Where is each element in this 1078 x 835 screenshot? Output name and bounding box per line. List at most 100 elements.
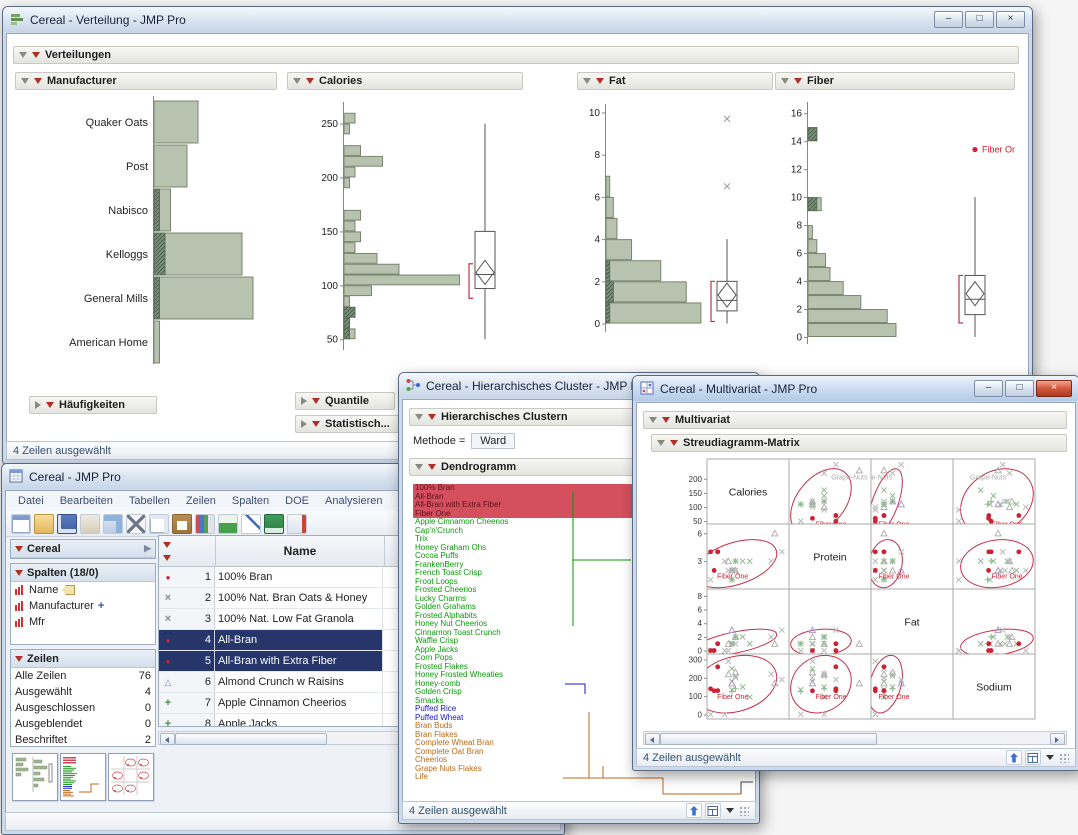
row-header[interactable]: ●5: [159, 651, 215, 671]
save-icon[interactable]: [57, 514, 77, 534]
scroll-to-top-icon[interactable]: [686, 803, 702, 818]
paste-icon[interactable]: [172, 514, 192, 534]
red-triangle-menu-icon[interactable]: [312, 421, 320, 427]
cell-name[interactable]: Almond Crunch w Raisins: [215, 672, 383, 692]
import-icon[interactable]: [264, 514, 284, 534]
column-header-name[interactable]: Name: [216, 536, 385, 566]
disclosure-open-icon[interactable]: [583, 78, 591, 84]
calories-histogram[interactable]: 50100150200250: [287, 92, 523, 392]
outline-manufacturer[interactable]: Manufacturer: [15, 72, 277, 90]
rows-stat[interactable]: Alle Zeilen76: [11, 668, 155, 684]
scatterplot-matrix-chart[interactable]: 50100150200CaloriesFiber OneGrape-NutsFi…: [665, 455, 1069, 725]
red-triangle-menu-icon[interactable]: [46, 402, 54, 408]
row-header[interactable]: +7: [159, 693, 215, 713]
cell-name[interactable]: All-Bran: [215, 630, 383, 650]
panel-splitter-icon[interactable]: ▶: [144, 543, 151, 554]
fiber-histogram[interactable]: 0246810121416Fiber One: [775, 92, 1015, 392]
graph-icon[interactable]: [241, 514, 261, 534]
run-icon[interactable]: [287, 514, 307, 534]
rows-stat[interactable]: Beschriftet2: [11, 732, 155, 748]
open-icon[interactable]: [34, 514, 54, 534]
disclosure-open-icon[interactable]: [657, 440, 665, 446]
disclosure-open-icon[interactable]: [19, 52, 27, 58]
disclosure-open-icon[interactable]: [415, 414, 423, 420]
row-header[interactable]: ×3: [159, 609, 215, 629]
cell-name[interactable]: 100% Bran: [215, 567, 383, 587]
scroll-to-top-icon[interactable]: [1006, 750, 1022, 765]
journal-icon[interactable]: [80, 514, 100, 534]
outline-statistics-collapsed[interactable]: Statistisch...: [295, 415, 411, 433]
row-header[interactable]: +8: [159, 714, 215, 727]
scroll-left-icon[interactable]: [645, 733, 660, 745]
minimize-button[interactable]: –: [974, 380, 1003, 397]
outline-fat[interactable]: Fat: [577, 72, 773, 90]
disclosure-open-icon[interactable]: [21, 78, 29, 84]
outline-fiber[interactable]: Fiber: [775, 72, 1015, 90]
red-triangle-menu-icon[interactable]: [670, 440, 678, 446]
red-triangle-menu-icon[interactable]: [428, 464, 436, 470]
cell-name[interactable]: All-Bran with Extra Fiber: [215, 651, 383, 671]
row-header[interactable]: △6: [159, 672, 215, 692]
rows-panel-header[interactable]: Zeilen: [11, 650, 155, 668]
outline-scatterplot-matrix[interactable]: Streudiagramm-Matrix: [651, 434, 1067, 452]
outline-calories[interactable]: Calories: [287, 72, 523, 90]
menu-bearbeiten[interactable]: Bearbeiten: [52, 492, 121, 511]
status-menu-caret-icon[interactable]: [1046, 755, 1054, 760]
disclosure-closed-icon[interactable]: [301, 397, 307, 405]
row-header[interactable]: ●1: [159, 567, 215, 587]
cell-name[interactable]: Apple Cinnamon Cheerios: [215, 693, 383, 713]
rows-stat[interactable]: Ausgeschlossen0: [11, 700, 155, 716]
table-name-header[interactable]: Cereal ▶: [11, 540, 155, 558]
outline-quantiles-collapsed[interactable]: Quantile: [295, 392, 395, 410]
menu-tabellen[interactable]: Tabellen: [121, 492, 178, 511]
red-triangle-menu-icon[interactable]: [596, 78, 604, 84]
column-item-manufacturer[interactable]: Manufacturer+: [11, 598, 155, 614]
cell-name[interactable]: Apple Jacks: [215, 714, 383, 727]
red-triangle-menu-icon[interactable]: [34, 78, 42, 84]
resize-grip[interactable]: [1059, 753, 1069, 763]
menu-datei[interactable]: Datei: [10, 492, 52, 511]
red-triangle-menu-icon[interactable]: [312, 398, 320, 404]
resize-grip[interactable]: [739, 806, 749, 816]
thumbnail-cluster-report[interactable]: [60, 753, 106, 801]
manufacturer-bar-chart[interactable]: Quaker OatsPostNabiscoKelloggsGeneral Mi…: [15, 92, 277, 392]
close-button[interactable]: ×: [996, 11, 1025, 28]
red-triangle-menu-icon[interactable]: [662, 417, 670, 423]
red-triangle-menu-icon[interactable]: [15, 570, 23, 576]
grid-corner-cell[interactable]: [159, 536, 216, 566]
rows-stat[interactable]: Ausgeblendet0: [11, 716, 155, 732]
menu-zeilen[interactable]: Zeilen: [178, 492, 224, 511]
row-header[interactable]: ●4: [159, 630, 215, 650]
red-triangle-menu-icon[interactable]: [428, 414, 436, 420]
disclosure-open-icon[interactable]: [293, 78, 301, 84]
thumbnail-multivariate-report[interactable]: [108, 753, 154, 801]
window-layout-icon[interactable]: [705, 803, 721, 818]
maximize-button[interactable]: □: [1005, 380, 1034, 397]
outline-verteilungen[interactable]: Verteilungen: [13, 46, 1019, 64]
disclosure-closed-icon[interactable]: [301, 420, 307, 428]
cell-name[interactable]: 100% Nat. Bran Oats & Honey: [215, 588, 383, 608]
menu-doe[interactable]: DOE: [277, 492, 317, 511]
status-menu-caret-icon[interactable]: [726, 808, 734, 813]
maximize-button[interactable]: □: [965, 11, 994, 28]
matrix-horizontal-scrollbar[interactable]: [643, 731, 1067, 745]
red-triangle-menu-icon[interactable]: [15, 656, 23, 662]
window-layout-icon[interactable]: [1025, 750, 1041, 765]
column-item-name[interactable]: Name: [11, 582, 155, 598]
red-triangle-menu-icon[interactable]: [306, 78, 314, 84]
outline-frequencies-collapsed[interactable]: Häufigkeiten: [29, 396, 157, 414]
close-button[interactable]: ×: [1036, 380, 1072, 397]
menu-analysieren[interactable]: Analysieren: [317, 492, 390, 511]
fat-histogram[interactable]: 0246810: [577, 92, 773, 392]
red-triangle-menu-icon[interactable]: [32, 52, 40, 58]
thumbnail-distribution-report[interactable]: [12, 753, 58, 801]
minimize-button[interactable]: –: [934, 11, 963, 28]
scrollbar-thumb[interactable]: [660, 733, 877, 745]
disclosure-closed-icon[interactable]: [35, 401, 41, 409]
new-table-icon[interactable]: [11, 514, 31, 534]
distribution-titlebar[interactable]: Cereal - Verteilung - JMP Pro –□×: [3, 7, 1032, 32]
disclosure-open-icon[interactable]: [649, 417, 657, 423]
format-icon[interactable]: [195, 514, 215, 534]
red-triangle-menu-icon[interactable]: [794, 78, 802, 84]
distribution-icon[interactable]: [218, 514, 238, 534]
